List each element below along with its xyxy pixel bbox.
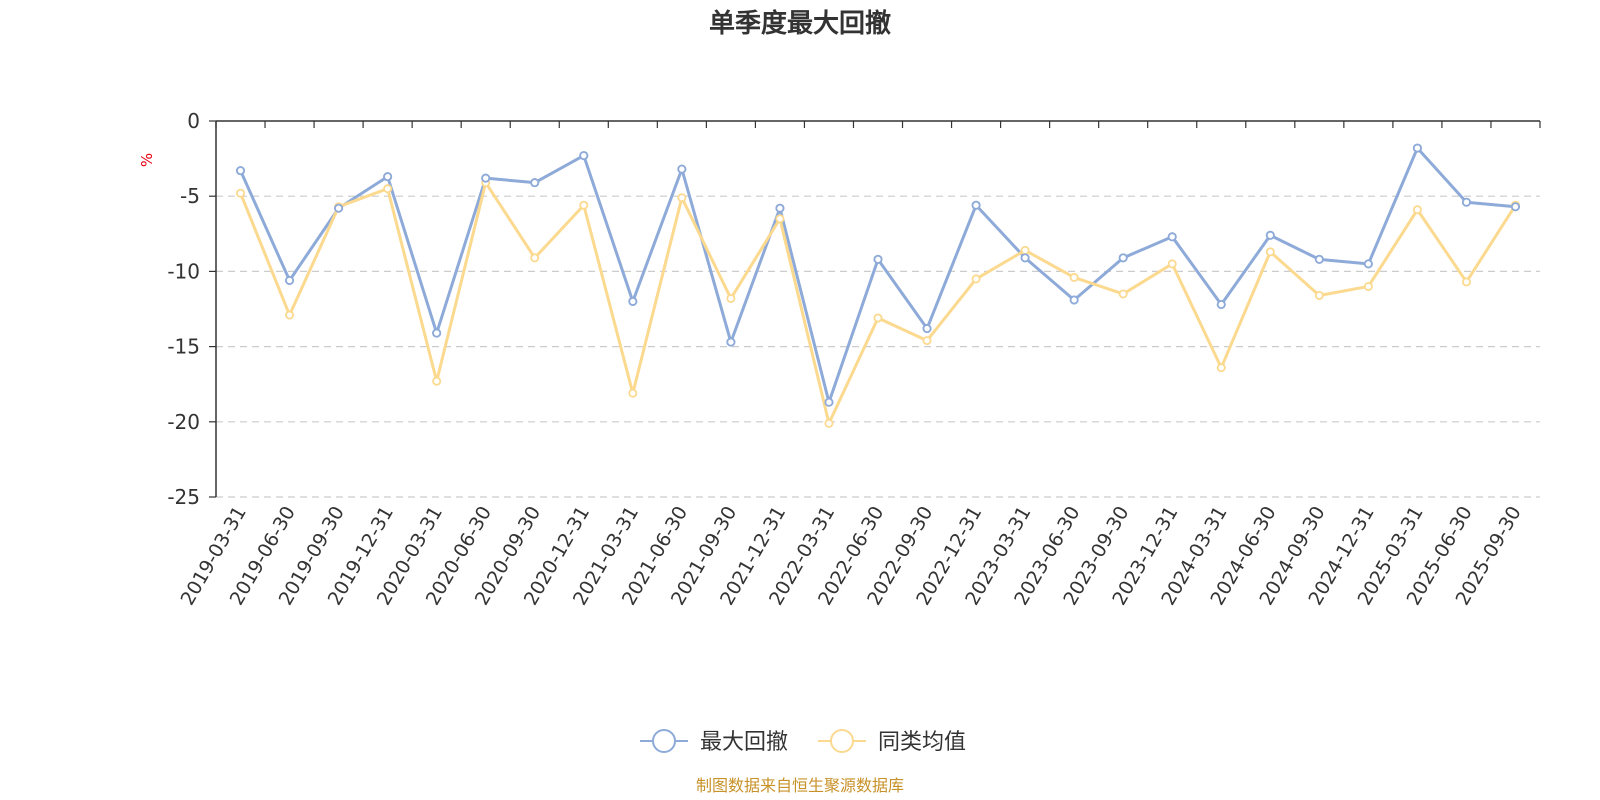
- data-point: [1461, 277, 1471, 287]
- series-max-drawdown: [236, 143, 1520, 407]
- data-point: [383, 184, 393, 194]
- data-point: [922, 324, 932, 334]
- series: [236, 143, 1520, 428]
- data-point: [628, 388, 638, 398]
- data-point: [824, 418, 834, 428]
- data-point: [579, 200, 589, 210]
- data-point: [1020, 245, 1030, 255]
- data-point: [579, 151, 589, 161]
- legend-marker: [652, 729, 676, 753]
- data-point: [1118, 253, 1128, 263]
- data-point: [1265, 247, 1275, 257]
- data-point: [628, 296, 638, 306]
- legend-marker: [830, 729, 854, 753]
- data-point: [775, 203, 785, 213]
- data-point: [824, 397, 834, 407]
- data-point: [1069, 295, 1079, 305]
- data-point: [873, 313, 883, 323]
- data-point: [432, 376, 442, 386]
- data-point: [873, 254, 883, 264]
- data-point: [1314, 254, 1324, 264]
- data-point: [1167, 259, 1177, 269]
- data-point: [1363, 259, 1373, 269]
- series-line: [239, 181, 1517, 425]
- data-point: [971, 274, 981, 284]
- y-tick-label: -20: [167, 410, 200, 434]
- data-point: [677, 193, 687, 203]
- data-point: [432, 328, 442, 338]
- data-point: [1363, 281, 1373, 291]
- data-point: [1216, 299, 1226, 309]
- data-point: [236, 188, 246, 198]
- data-point: [1216, 363, 1226, 373]
- data-point: [1069, 272, 1079, 282]
- data-point: [726, 293, 736, 303]
- data-point: [1118, 289, 1128, 299]
- chart-title: 单季度最大回撤: [709, 8, 891, 39]
- y-tick-label: -15: [167, 335, 200, 359]
- data-point: [530, 253, 540, 263]
- data-point: [530, 178, 540, 188]
- grid-lines: [216, 195, 1540, 498]
- data-point: [922, 336, 932, 346]
- y-tick-label: -10: [167, 259, 200, 283]
- data-point: [726, 337, 736, 347]
- legend[interactable]: 最大回撤 同类均值: [640, 729, 966, 755]
- legend-item-max-drawdown[interactable]: 最大回撤: [640, 729, 788, 755]
- y-tick-label: -25: [167, 485, 200, 509]
- data-point: [1412, 143, 1422, 153]
- data-point: [775, 214, 785, 224]
- data-point: [383, 172, 393, 182]
- data-point: [285, 275, 295, 285]
- data-point: [677, 164, 687, 174]
- data-point: [285, 310, 295, 320]
- data-point: [1412, 205, 1422, 215]
- data-point: [1314, 290, 1324, 300]
- data-point: [1265, 230, 1275, 240]
- y-tick-label: 0: [187, 109, 200, 133]
- y-tick-label: -5: [180, 184, 200, 208]
- source-note: 制图数据来自恒生聚源数据库: [696, 776, 904, 795]
- series-peer-average: [236, 178, 1520, 428]
- axes: 0-5-10-15-20-252019-03-312019-06-302019-…: [167, 109, 1541, 609]
- data-point: [481, 173, 491, 183]
- legend-item-peer-average[interactable]: 同类均值: [818, 729, 966, 755]
- y-axis-unit: %: [138, 153, 156, 167]
- series-max-drawdown-points: [236, 143, 1520, 407]
- data-point: [1510, 202, 1520, 212]
- data-point: [236, 166, 246, 176]
- data-point: [1461, 197, 1471, 207]
- data-point: [971, 200, 981, 210]
- legend-label: 同类均值: [878, 730, 966, 755]
- data-point: [1167, 232, 1177, 242]
- data-point: [1020, 253, 1030, 263]
- legend-label: 最大回撤: [700, 730, 788, 755]
- data-point: [334, 203, 344, 213]
